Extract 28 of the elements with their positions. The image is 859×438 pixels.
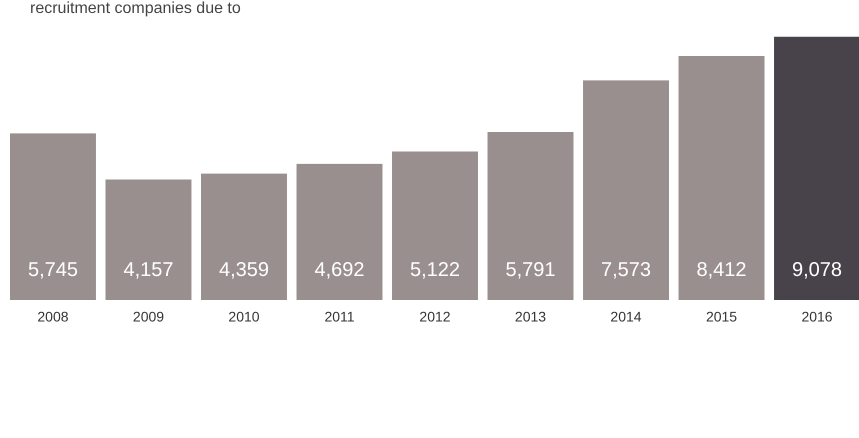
bar [583,80,669,300]
bar [678,56,764,300]
bar [296,164,382,300]
x-tick-label: 2010 [228,308,260,324]
x-tick-label: 2014 [610,308,642,324]
data-label: 4,157 [123,259,174,281]
data-label: 4,692 [314,259,365,281]
data-label: 7,573 [600,259,652,281]
data-label: 5,745 [28,259,78,281]
bar [106,179,192,300]
x-tick-label: 2011 [324,308,355,324]
bar [392,151,478,300]
data-label: 5,791 [505,259,556,281]
bar [10,133,96,300]
x-tick-label: 2012 [419,308,451,324]
bar [201,174,287,300]
data-label: 8,412 [696,259,747,281]
data-label: 9,078 [792,259,842,281]
x-tick-label: 2009 [132,308,164,324]
data-label: 5,122 [410,259,460,281]
x-tick-label: 2008 [37,308,69,324]
x-tick-label: 2016 [801,308,833,324]
data-label: 4,359 [218,259,270,281]
x-tick-label: 2013 [514,308,546,324]
x-tick-label: 2015 [706,308,738,324]
bar [774,36,859,300]
bar [488,132,574,300]
chart-title: recruitment companies due to [30,0,241,17]
